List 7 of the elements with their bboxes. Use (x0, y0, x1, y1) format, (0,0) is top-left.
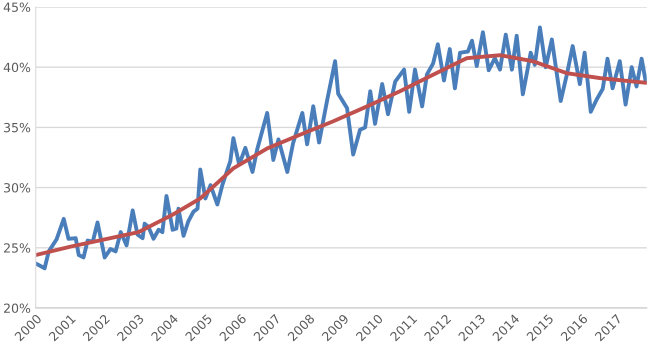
y-tick-label: 35% (4, 122, 30, 132)
y-tick-label: 40% (4, 62, 30, 72)
y-tick-label: 30% (4, 183, 30, 193)
line-series (36, 53, 647, 257)
y-tick-label: 25% (4, 243, 30, 253)
y-tick-label: 45% (4, 2, 30, 12)
y-tick-label: 20% (4, 303, 30, 313)
